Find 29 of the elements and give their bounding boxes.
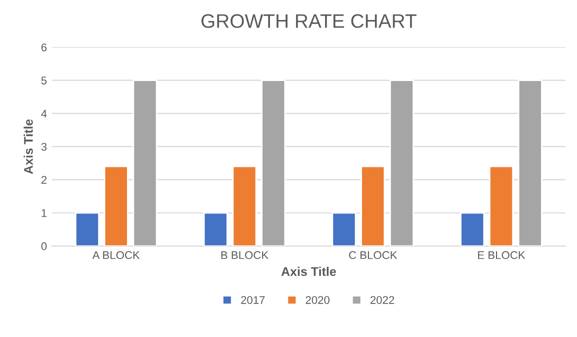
y-tick-label: 4 — [41, 110, 47, 118]
legend-label: 2020 — [306, 296, 330, 304]
y-axis-title: Axis Title — [24, 119, 33, 174]
bar — [261, 80, 286, 246]
bar — [518, 80, 542, 246]
bar — [232, 166, 257, 246]
x-tick-label: A BLOCK — [92, 251, 140, 260]
y-tick-label: 5 — [41, 76, 47, 84]
bar — [489, 166, 514, 246]
x-tick-label: C BLOCK — [349, 251, 398, 260]
bar — [104, 166, 128, 246]
x-tick-label: B BLOCK — [221, 251, 268, 260]
bar — [360, 166, 386, 246]
x-tick-label: E BLOCK — [478, 251, 526, 260]
bar — [203, 212, 228, 246]
bar — [74, 212, 100, 246]
y-tick-label: 1 — [42, 209, 47, 217]
chart-title: GROWTH RATE CHART — [201, 14, 416, 28]
legend-label: 2022 — [370, 296, 394, 304]
bar — [460, 212, 485, 246]
bar — [332, 212, 356, 246]
bar — [132, 80, 158, 246]
x-axis-title: Axis Title — [281, 266, 336, 276]
y-tick-label: 2 — [41, 176, 47, 184]
legend-label: 2017 — [241, 296, 265, 304]
y-tick-label: 0 — [41, 242, 47, 250]
bar — [390, 80, 414, 246]
y-tick-label: 6 — [41, 43, 47, 52]
y-tick-label: 3 — [41, 142, 47, 151]
